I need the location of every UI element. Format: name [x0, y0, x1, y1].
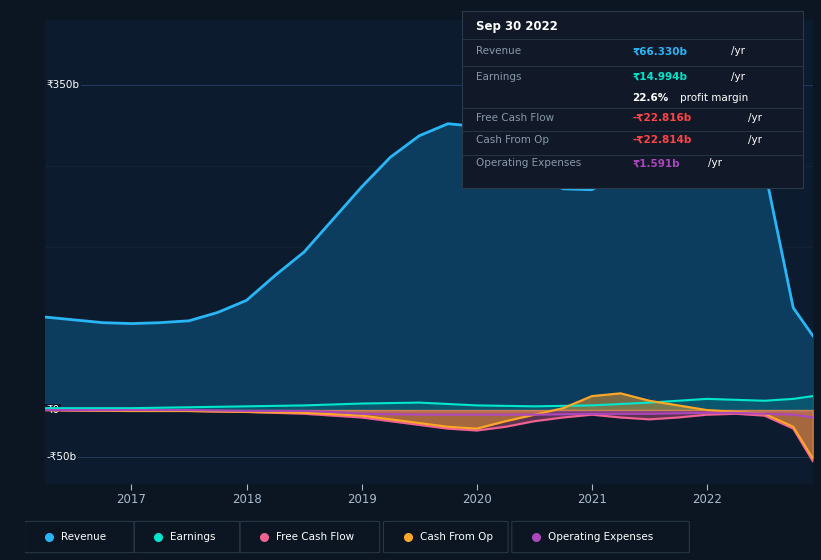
Text: Earnings: Earnings — [171, 532, 216, 542]
Text: /yr: /yr — [749, 113, 763, 123]
Text: -₹22.814b: -₹22.814b — [632, 135, 692, 144]
Text: ₹1.591b: ₹1.591b — [632, 158, 681, 169]
Text: 22.6%: 22.6% — [632, 93, 669, 103]
Text: Operating Expenses: Operating Expenses — [548, 532, 654, 542]
Text: Cash From Op: Cash From Op — [476, 135, 549, 144]
Text: ₹0: ₹0 — [47, 405, 60, 415]
Text: /yr: /yr — [732, 46, 745, 57]
Text: ₹350b: ₹350b — [47, 80, 80, 90]
Text: Revenue: Revenue — [476, 46, 521, 57]
Text: /yr: /yr — [708, 158, 722, 169]
Text: profit margin: profit margin — [681, 93, 749, 103]
Text: Free Cash Flow: Free Cash Flow — [276, 532, 355, 542]
Text: -₹22.816b: -₹22.816b — [632, 113, 692, 123]
Text: Sep 30 2022: Sep 30 2022 — [476, 20, 557, 33]
Text: ₹66.330b: ₹66.330b — [632, 46, 687, 57]
Text: -₹50b: -₹50b — [47, 451, 77, 461]
Text: Free Cash Flow: Free Cash Flow — [476, 113, 554, 123]
Text: Operating Expenses: Operating Expenses — [476, 158, 581, 169]
Text: /yr: /yr — [732, 72, 745, 82]
Text: Earnings: Earnings — [476, 72, 521, 82]
Text: /yr: /yr — [749, 135, 763, 144]
Text: Revenue: Revenue — [61, 532, 106, 542]
Text: ₹14.994b: ₹14.994b — [632, 72, 687, 82]
Text: Cash From Op: Cash From Op — [420, 532, 493, 542]
